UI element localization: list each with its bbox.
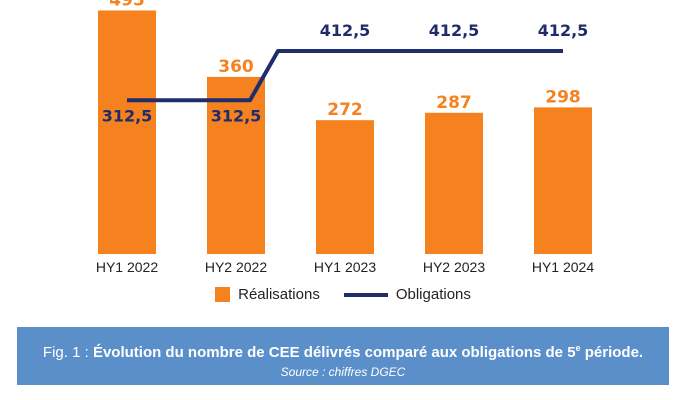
x-tick-label-2: HY1 2023 [314,259,376,275]
line-value-label-3: 412,5 [429,21,480,40]
caption-title-end: période. [580,344,644,361]
line-value-label-4: 412,5 [538,21,589,40]
legend: Réalisations Obligations [0,286,686,303]
bar-4 [534,107,592,254]
bar-2 [316,120,374,255]
line-value-label-1: 312,5 [211,106,262,125]
bar-value-label-0: 495 [109,0,145,10]
legend-item-obligations: Obligations [320,286,471,303]
bar-0 [98,10,156,254]
x-tick-label-1: HY2 2022 [205,259,267,275]
x-tick-label-0: HY1 2022 [96,259,158,275]
caption-title: Évolution du nombre de CEE délivrés comp… [92,344,576,361]
bar-value-label-4: 298 [545,87,581,107]
x-tick-label-4: HY1 2024 [532,259,594,275]
figure-caption: Fig. 1 : Évolution du nombre de CEE déli… [17,327,669,385]
bar-value-label-2: 272 [327,100,363,120]
legend-label-realisations: Réalisations [238,286,320,303]
bar-value-label-3: 287 [436,93,472,113]
chart: 495 HY1 2022 360 HY2 2022 272 HY1 2023 287 HY2 … [96,0,594,275]
caption-prefix: Fig. 1 : [42,344,93,361]
caption-superscript: e [575,343,581,353]
legend-line-obligations [343,292,388,297]
line-value-label-0: 312,5 [102,106,153,125]
line-value-label-2: 412,5 [320,21,371,40]
legend-swatch-realisations [215,287,231,302]
legend-item-realisations: Réalisations [215,286,320,303]
x-tick-label-3: HY2 2023 [423,259,485,275]
bar-value-label-1: 360 [218,57,254,77]
caption-main: Fig. 1 : Évolution du nombre de CEE déli… [17,338,669,363]
bar-1 [207,76,265,254]
bar-3 [425,112,483,255]
obligations-line [127,49,563,103]
caption-source: Source : chiffres DGEC [280,365,406,379]
legend-label-obligations: Obligations [395,286,471,303]
